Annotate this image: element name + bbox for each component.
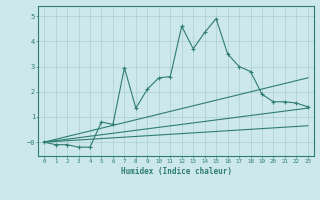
X-axis label: Humidex (Indice chaleur): Humidex (Indice chaleur) [121, 167, 231, 176]
